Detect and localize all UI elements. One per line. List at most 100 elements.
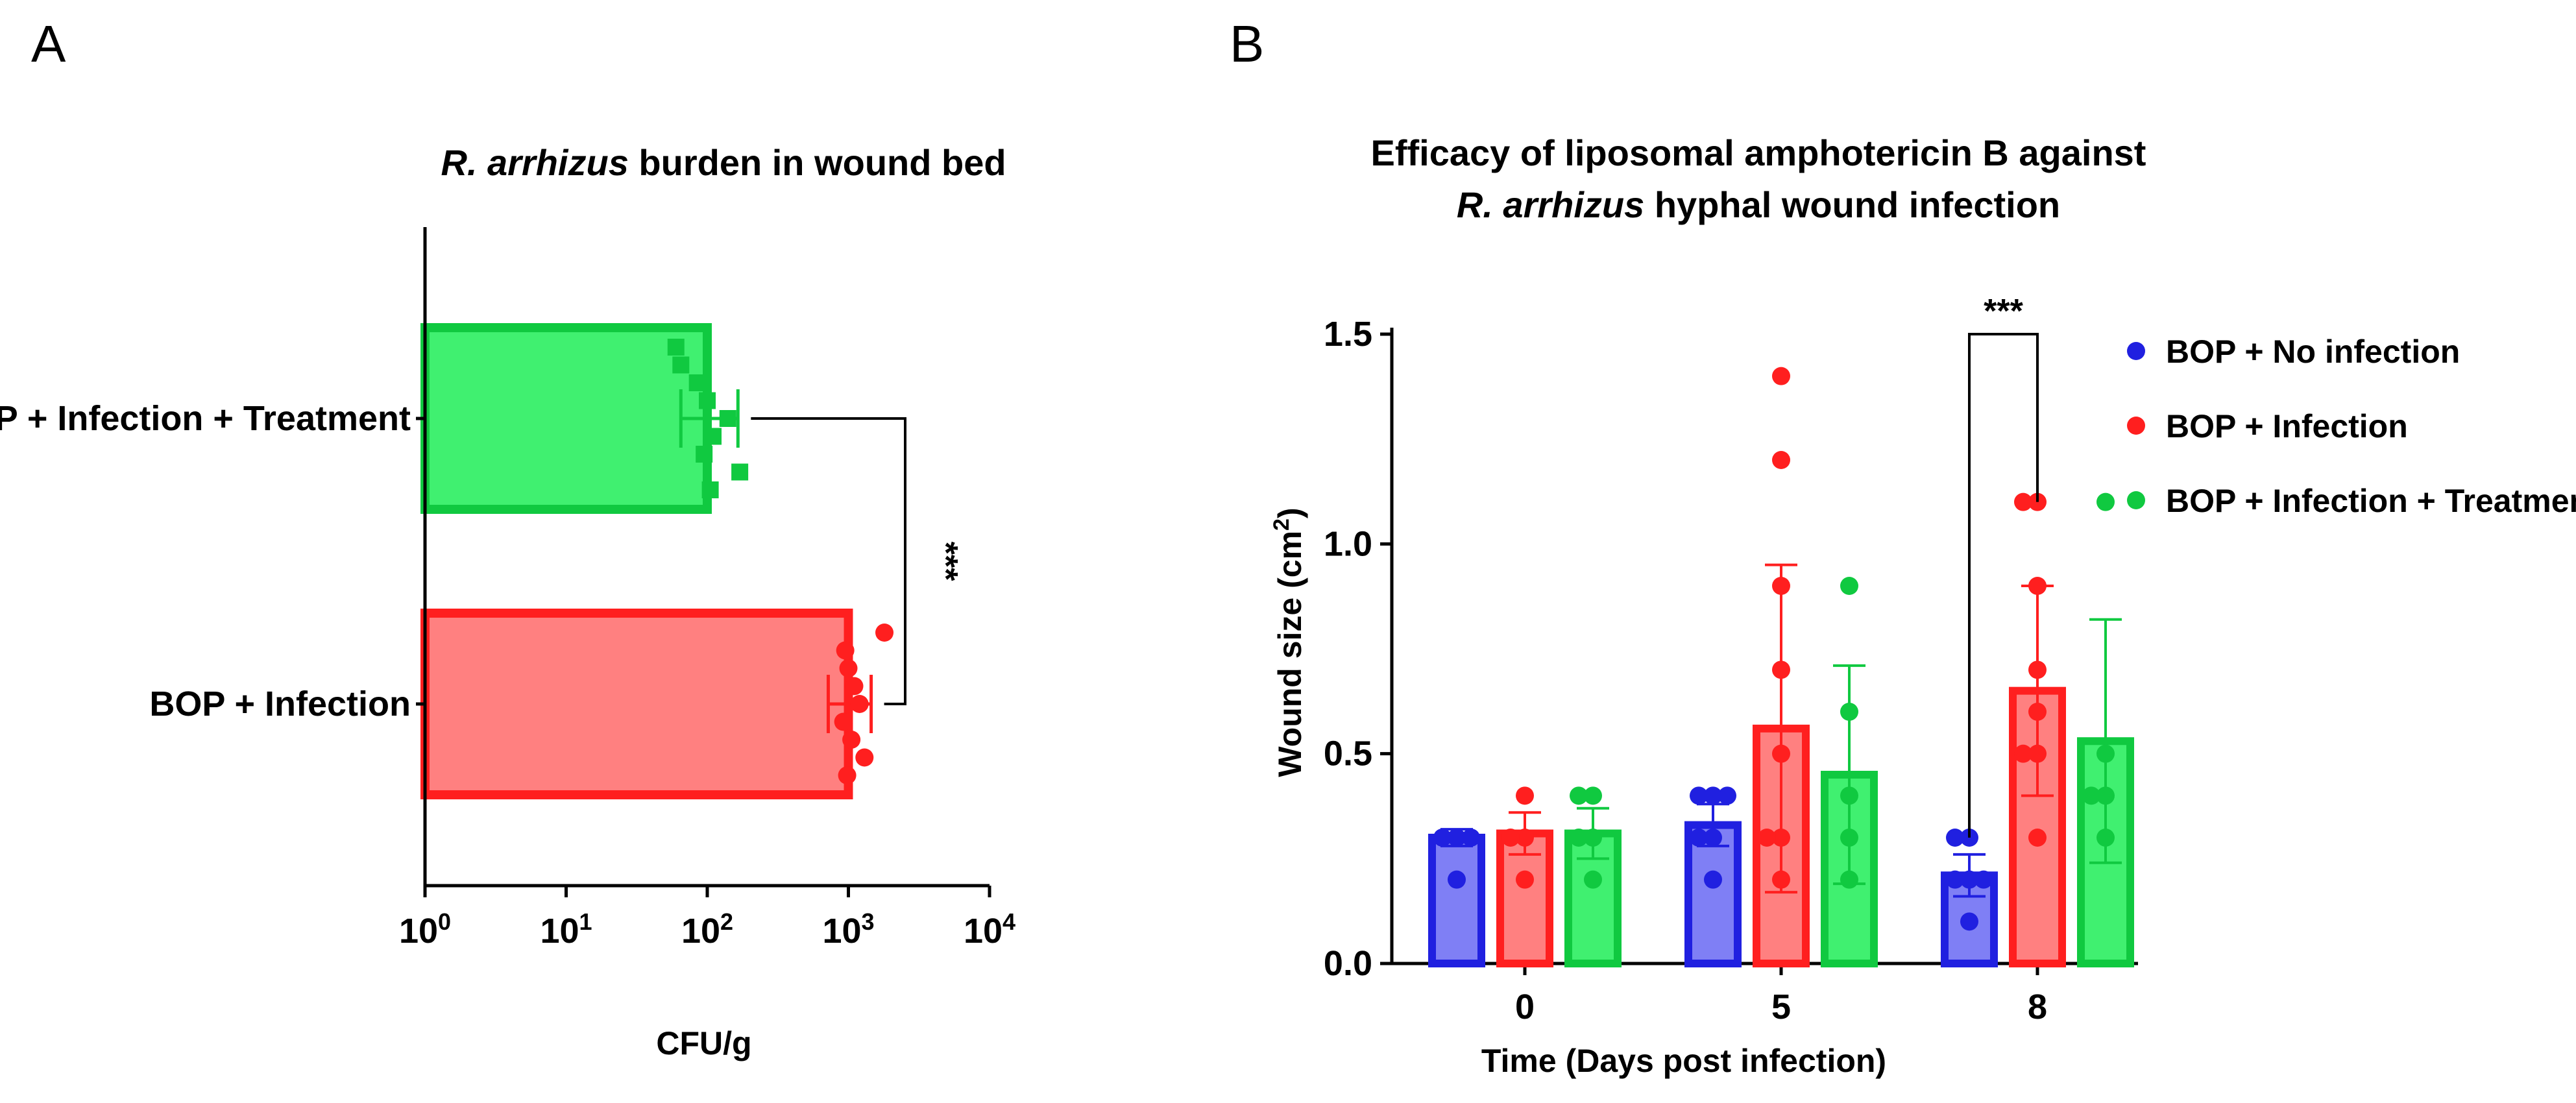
legend-marker-2 — [2127, 491, 2145, 509]
point-b-1-2-1 — [2014, 492, 2032, 511]
point-a-0-3 — [699, 392, 716, 409]
category-label-a-1: BOP + Infection — [149, 685, 411, 723]
y-tick-label-b-3: 1.5 — [1324, 315, 1372, 354]
point-b-0-1-0 — [1704, 786, 1722, 805]
point-b-2-0-0 — [1584, 786, 1602, 805]
chart-b-y-label-sup: 2 — [1269, 518, 1294, 531]
panel-a-letter: A — [31, 15, 66, 73]
category-label-a-0: BOP + Infection + Treatment — [0, 399, 411, 438]
legend-label-0: BOP + No infection — [2166, 333, 2460, 370]
significance-bracket-b — [1968, 333, 2039, 838]
x-tick-label-a-2: 102 — [681, 908, 733, 951]
y-tick-label-b-0: 0.0 — [1324, 944, 1372, 983]
bar-b-0-0 — [1428, 834, 1485, 967]
y-tick-label-b-2: 1.0 — [1324, 524, 1372, 563]
point-b-0-2-1 — [1946, 829, 1964, 847]
point-b-2-2-3 — [2096, 829, 2115, 847]
point-b-0-2-5 — [1960, 912, 1978, 931]
chart-a-x-label: CFU/g — [656, 1025, 751, 1061]
point-a-1-6 — [842, 731, 861, 749]
point-b-1-0-1 — [1516, 829, 1534, 847]
point-b-0-1-5 — [1704, 870, 1722, 889]
point-b-1-1-4 — [1772, 744, 1790, 763]
point-b-1-0-2 — [1501, 829, 1520, 847]
chart-b-title-line2-italic: R. arrhizus — [1457, 184, 1644, 225]
point-b-1-1-5 — [1772, 829, 1790, 847]
point-a-0-1 — [672, 356, 690, 374]
point-b-2-2-0 — [2096, 492, 2115, 511]
point-a-1-8 — [838, 766, 857, 784]
point-b-2-0-4 — [1570, 829, 1588, 847]
point-b-1-2-5 — [2028, 744, 2047, 763]
bar-a-0 — [420, 323, 712, 514]
panel-b-letter: B — [1230, 15, 1264, 73]
point-b-1-1-1 — [1772, 451, 1790, 469]
point-b-0-2-3 — [1946, 870, 1964, 889]
point-b-2-2-1 — [2096, 744, 2115, 763]
point-b-2-2-2 — [2096, 786, 2115, 805]
point-b-0-0-5 — [1433, 829, 1452, 847]
x-tick-label-a-0: 100 — [399, 908, 451, 951]
x-tick-label-a-3: 103 — [822, 908, 874, 951]
point-b-2-0-1 — [1570, 786, 1588, 805]
point-b-1-0-0 — [1516, 786, 1534, 805]
point-b-1-2-2 — [2028, 577, 2047, 595]
x-tick-label-a-4: 104 — [964, 908, 1015, 951]
point-a-0-2 — [688, 374, 706, 391]
point-b-1-2-7 — [2028, 829, 2047, 847]
point-a-1-3 — [845, 677, 864, 696]
chart-a-title-italic: R. arrhizus — [441, 142, 628, 183]
y-tick-label-b-1: 0.5 — [1324, 734, 1372, 773]
bar-b-0-1 — [1684, 821, 1742, 967]
point-b-0-1-1 — [1690, 786, 1708, 805]
point-a-1-4 — [850, 695, 869, 713]
point-b-0-1-2 — [1718, 786, 1736, 805]
point-b-2-1-3 — [1840, 829, 1858, 847]
chart-a-title: R. arrhizus burden in wound bed — [441, 142, 1006, 183]
point-b-0-0-3 — [1448, 829, 1466, 847]
point-b-1-0-3 — [1516, 870, 1534, 889]
point-b-0-0-4 — [1448, 870, 1466, 889]
point-b-2-1-0 — [1840, 577, 1858, 595]
point-a-1-7 — [855, 748, 874, 767]
legend-label-1: BOP + Infection — [2166, 408, 2408, 444]
legend-label-2: BOP + Infection + Treatment — [2166, 483, 2576, 519]
point-a-0-4 — [719, 410, 736, 427]
point-a-0-7 — [731, 463, 749, 481]
point-b-1-2-6 — [2014, 744, 2032, 763]
x-tick-label-a-1: 101 — [540, 908, 592, 951]
point-a-0-0 — [667, 339, 685, 356]
point-b-1-1-2 — [1772, 577, 1790, 595]
point-a-1-5 — [834, 712, 853, 731]
point-b-0-1-4 — [1690, 829, 1708, 847]
point-b-1-1-3 — [1772, 661, 1790, 679]
point-b-1-2-3 — [2028, 661, 2047, 679]
point-b-0-1-3 — [1704, 829, 1722, 847]
point-a-1-0 — [875, 624, 894, 642]
legend-marker-0 — [2127, 342, 2145, 360]
legend-marker-1 — [2127, 417, 2145, 435]
point-b-2-0-2 — [1584, 829, 1602, 847]
bar-a-1 — [420, 609, 853, 799]
point-a-1-1 — [836, 641, 855, 660]
point-b-0-2-4 — [1975, 870, 1993, 889]
point-b-0-0-2 — [1462, 829, 1480, 847]
chart-b-y-label: Wound size (cm2) — [1269, 507, 1308, 777]
point-b-2-1-2 — [1840, 786, 1858, 805]
significance-label-b: *** — [1984, 293, 2023, 330]
chart-b-y-label-main: Wound size (cm — [1272, 531, 1308, 777]
point-b-2-2-4 — [2082, 786, 2100, 805]
point-b-2-1-1 — [1840, 703, 1858, 721]
chart-b-title-line2: R. arrhizus hyphal wound infection — [1457, 184, 2060, 225]
chart-b-title-line2-rest: hyphal wound infection — [1644, 184, 2060, 225]
point-a-0-6 — [696, 446, 713, 463]
point-b-1-2-4 — [2028, 703, 2047, 721]
chart-a: R. arrhizus burden in wound bed CFU/g BO… — [0, 142, 1015, 1061]
significance-bracket-a — [751, 417, 906, 705]
point-b-1-1-6 — [1758, 829, 1776, 847]
chart-b-y-label-end: ) — [1272, 507, 1308, 518]
chart-b-title-line1: Efficacy of liposomal amphotericin B aga… — [1371, 132, 2146, 173]
point-b-1-1-0 — [1772, 367, 1790, 385]
point-b-0-2-2 — [1960, 870, 1978, 889]
